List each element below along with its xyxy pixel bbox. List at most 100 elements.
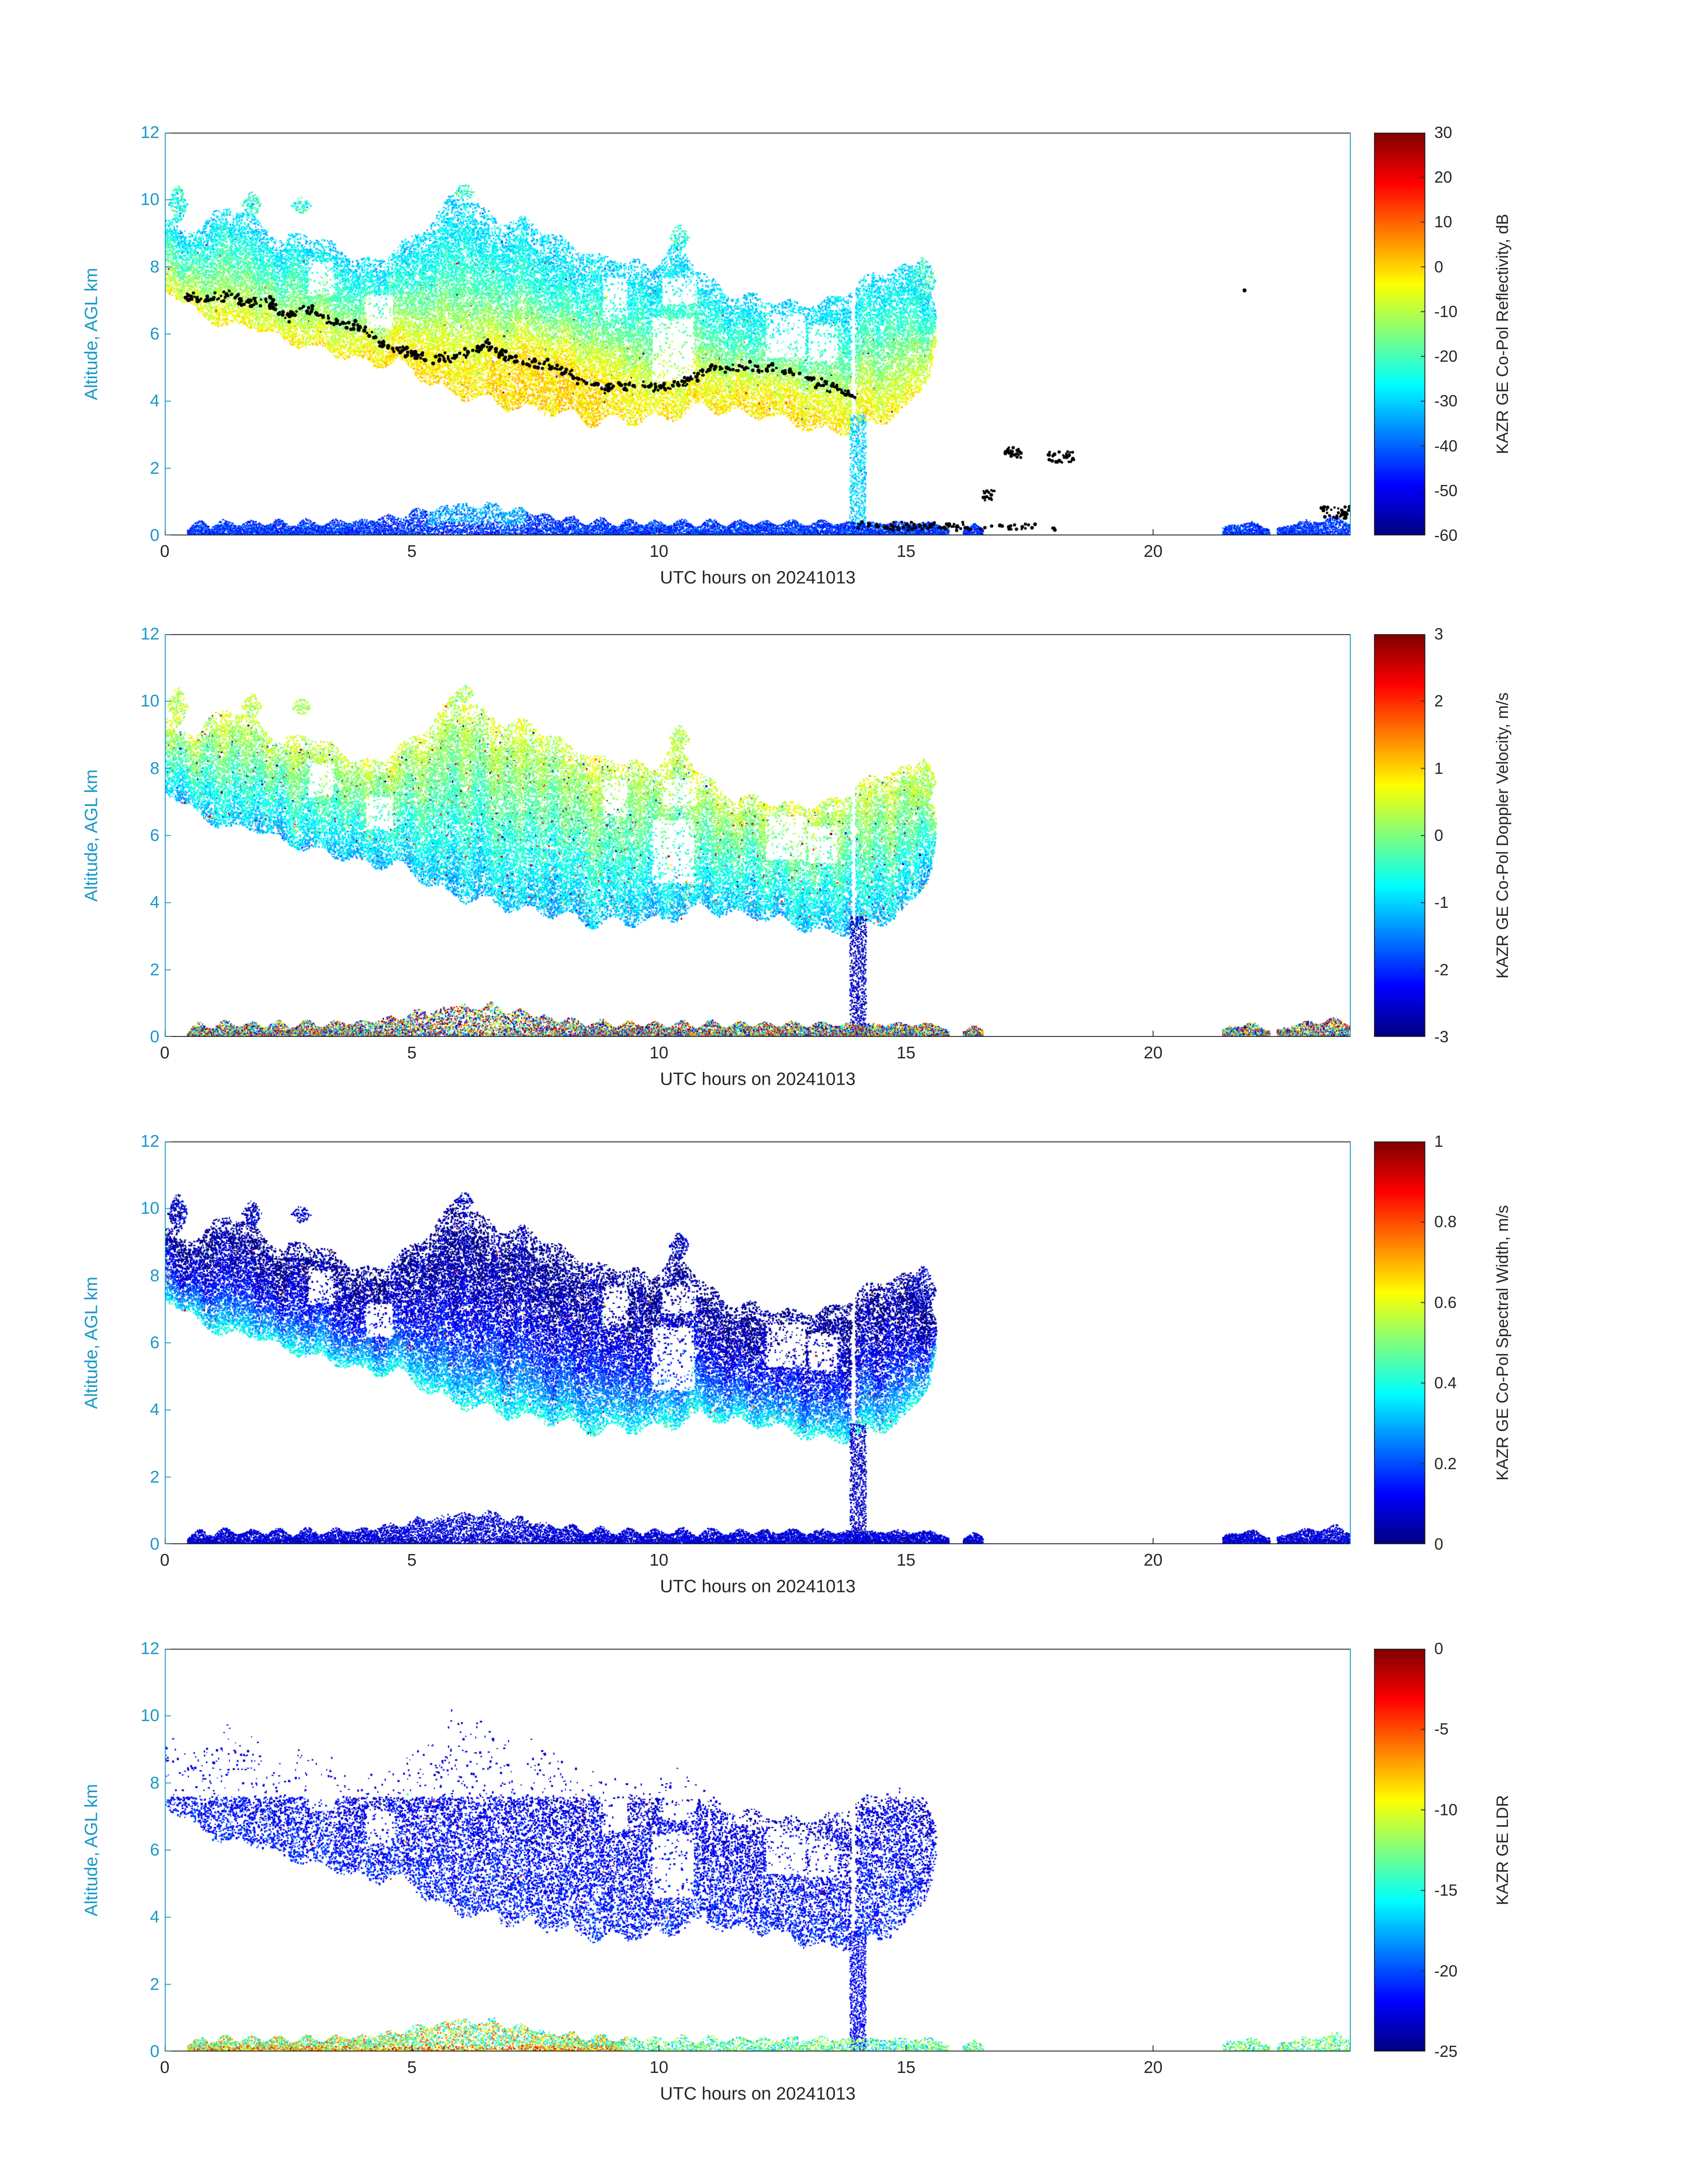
x-tick-label: 20 [1144,1551,1163,1570]
y-tick-label: 12 [140,625,159,643]
y-tick-label: 2 [150,459,159,478]
y-tick-label: 0 [150,2042,159,2061]
y-tick-label: 2 [150,1467,159,1487]
y-tick-label: 2 [150,1975,159,1994]
y-tick-label: 4 [150,1908,159,1927]
x-tick-label: 5 [407,1044,417,1062]
y-tick-label: 12 [140,123,159,142]
x-tick-label: 20 [1144,1044,1163,1062]
x-axis-label: UTC hours on 20241013 [660,1069,856,1089]
y-tick-label: 6 [150,826,159,845]
colorbar-tick-label: 1 [1434,1132,1444,1150]
colorbar-tick-label: -2 [1434,960,1449,979]
y-tick-label: 8 [150,1773,159,1793]
colorbar-tick-label: -10 [1434,302,1458,321]
x-axis-label: UTC hours on 20241013 [660,1576,856,1596]
x-tick-label: 20 [1144,542,1163,561]
colorbar-tick-label: -60 [1434,526,1458,544]
colorbar-tick-label: 0.4 [1434,1374,1457,1392]
colorbar-tick-label: -15 [1434,1881,1458,1900]
x-tick-label: 15 [896,1551,916,1570]
y-tick-label: 4 [150,1400,159,1420]
x-tick-label: 10 [649,2058,668,2077]
y-tick-label: 6 [150,1333,159,1352]
reflectivity-colorbar [1374,133,1425,535]
colorbar-tick-label: 0.2 [1434,1454,1457,1473]
colorbar-label: KAZR GE Co-Pol Doppler Velocity, m/s [1493,692,1512,979]
colorbar-label: KAZR GE LDR [1493,1795,1512,1905]
x-tick-label: 10 [649,542,668,561]
y-tick-label: 4 [150,392,159,411]
x-axis-label: UTC hours on 20241013 [660,2084,856,2104]
y-tick-label: 10 [140,190,159,209]
colorbar-tick-label: -5 [1434,1720,1449,1738]
x-tick-label: 0 [160,542,170,561]
colorbar-tick-label: 30 [1434,123,1453,142]
y-tick-label: 6 [150,1841,159,1859]
y-tick-label: 6 [150,325,159,343]
colorbar-tick-label: -3 [1434,1028,1449,1046]
y-axis-label: Altitude, AGL km [81,267,101,401]
x-tick-label: 0 [160,1551,170,1570]
colorbar-label: KAZR GE Co-Pol Spectral Width, m/s [1493,1205,1512,1481]
ldr-colorbar [1374,1649,1425,2052]
x-tick-label: 10 [649,1044,668,1062]
x-tick-label: 0 [160,2058,170,2077]
colorbar-tick-label: 0 [1434,257,1444,276]
x-tick-label: 15 [896,542,916,561]
colorbar-tick-label: -20 [1434,1961,1458,1980]
y-tick-label: 12 [140,1132,159,1151]
colorbar-tick-label: -40 [1434,436,1458,455]
x-tick-label: 0 [160,1044,170,1062]
colorbar-tick-label: 3 [1434,625,1444,643]
x-tick-label: 20 [1144,2058,1163,2077]
y-tick-label: 4 [150,893,159,912]
colorbar-tick-label: -30 [1434,392,1458,410]
y-axis-label: Altitude, AGL km [81,769,101,902]
y-tick-label: 0 [150,1535,159,1554]
colorbar-tick-label: -1 [1434,893,1449,912]
colorbar-tick-label: 0.8 [1434,1212,1457,1231]
width-heatmap-canvas [165,1141,1351,1544]
panel-velocity: 0 2 4 6 8 10 12 0 5 10 15 20 Altitude, AGL km UTC hou… [0,625,1708,1138]
y-tick-label: 2 [150,960,159,979]
colorbar-tick-label: 1 [1434,759,1444,777]
y-tick-label: 0 [150,526,159,545]
x-axis-label: UTC hours on 20241013 [660,568,856,588]
velocity-colorbar [1374,634,1425,1037]
reflectivity-heatmap-canvas [165,133,1351,535]
y-tick-label: 8 [150,257,159,276]
panel-reflectivity: 0 2 4 6 8 10 12 0 5 10 15 20 Altitude, AGL km UTC hou… [0,123,1708,636]
y-tick-label: 10 [140,1706,159,1726]
y-tick-label: 0 [150,1028,159,1046]
x-tick-label: 15 [896,2058,916,2077]
colorbar-tick-label: -25 [1434,2042,1458,2060]
y-axis-label: Altitude, AGL km [81,1784,101,1917]
panel-ldr: 0 2 4 6 8 10 12 0 5 10 15 20 Altitude, AGL km UTC hou… [0,1639,1708,2152]
y-tick-label: 10 [140,1199,159,1218]
colorbar-tick-label: -10 [1434,1800,1458,1819]
colorbar-tick-label: 2 [1434,692,1444,710]
x-tick-label: 5 [407,542,417,561]
colorbar-label: KAZR GE Co-Pol Reflectivity, dB [1493,213,1512,455]
colorbar-tick-label: -50 [1434,481,1458,500]
velocity-heatmap-canvas [165,634,1351,1037]
colorbar-tick-label: 20 [1434,168,1453,187]
y-tick-label: 8 [150,759,159,778]
x-tick-label: 5 [407,1551,417,1570]
y-tick-label: 12 [140,1639,159,1658]
colorbar-tick-label: -20 [1434,347,1458,366]
colorbar-tick-label: 0.6 [1434,1293,1457,1312]
x-tick-label: 10 [649,1551,668,1570]
panel-width: 0 2 4 6 8 10 12 0 5 10 15 20 Altitude, AGL km UTC hou… [0,1132,1708,1645]
y-tick-label: 10 [140,692,159,711]
y-tick-label: 8 [150,1266,159,1285]
y-axis-label: Altitude, AGL km [81,1276,101,1409]
x-tick-label: 15 [896,1044,916,1062]
width-colorbar [1374,1141,1425,1544]
x-tick-label: 5 [407,2058,417,2077]
ldr-heatmap-canvas [165,1649,1351,2052]
colorbar-tick-label: 0 [1434,826,1444,844]
colorbar-tick-label: 10 [1434,213,1453,231]
